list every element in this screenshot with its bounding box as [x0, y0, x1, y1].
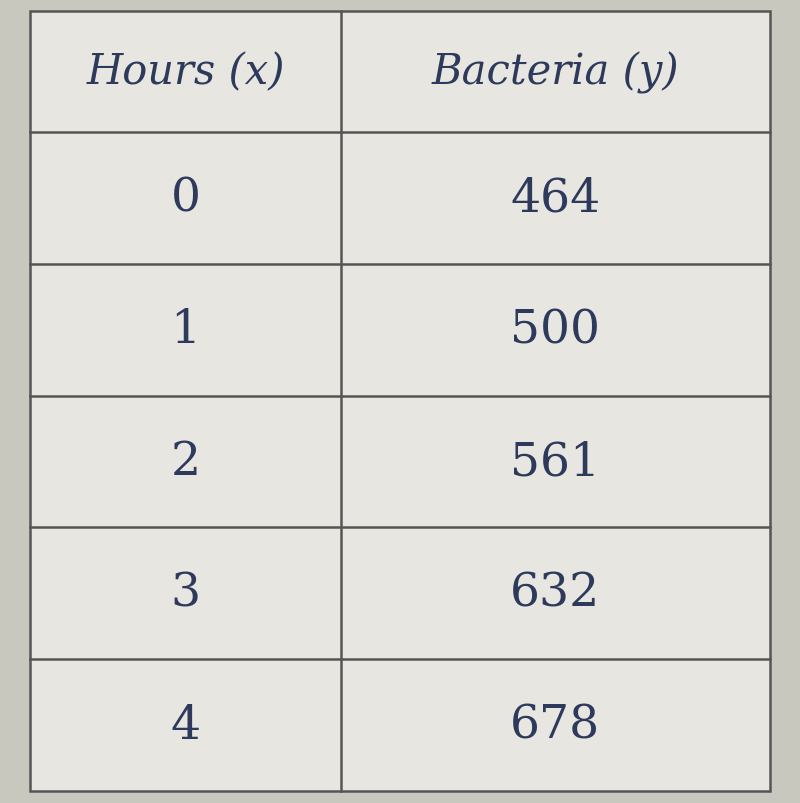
Bar: [30, 396, 770, 528]
Text: 464: 464: [510, 176, 600, 221]
Text: 678: 678: [510, 703, 600, 748]
Text: 3: 3: [170, 571, 201, 616]
Text: Hours (x): Hours (x): [86, 51, 285, 93]
Bar: [30, 132, 770, 264]
Text: 1: 1: [170, 308, 201, 353]
Bar: [30, 264, 770, 396]
Bar: [30, 528, 770, 659]
Text: Bacteria (y): Bacteria (y): [431, 51, 679, 93]
Text: 0: 0: [170, 176, 201, 221]
Text: 500: 500: [510, 308, 600, 353]
Text: 2: 2: [170, 439, 201, 484]
Text: 4: 4: [170, 703, 201, 748]
Bar: [30, 12, 770, 132]
Text: 561: 561: [510, 439, 600, 484]
Text: 632: 632: [510, 571, 600, 616]
Bar: [30, 659, 770, 791]
